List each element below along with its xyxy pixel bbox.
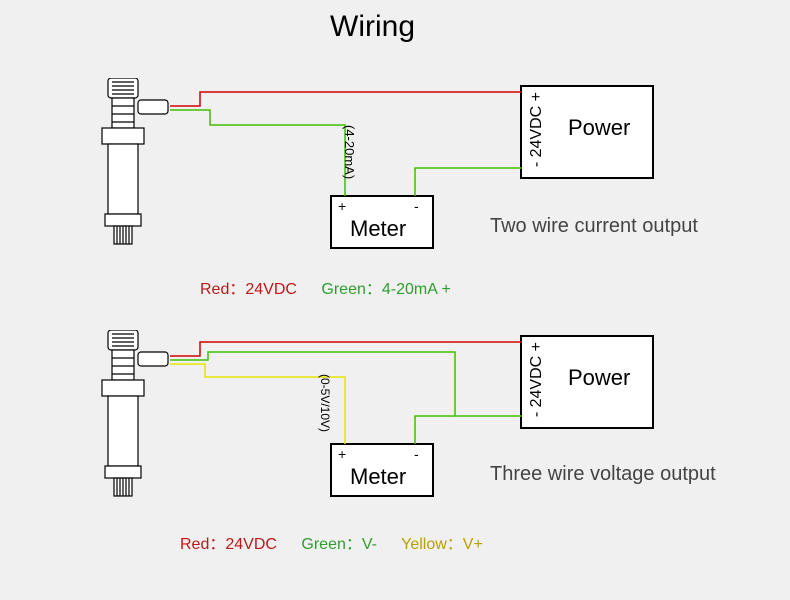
legend-yellow: Yellow：V+ (401, 536, 483, 553)
wires-diagram2 (0, 0, 790, 600)
wiring-diagram: Wiring - (0, 0, 790, 600)
signal-label: (0-5V/10V) (318, 374, 332, 432)
diagram-caption: Three wire voltage output (490, 463, 716, 486)
legend: Red：24VDC Green：V- Yellow：V+ (180, 530, 503, 554)
legend-green: Green：V- (301, 536, 377, 553)
legend-red: Red：24VDC (180, 536, 277, 553)
